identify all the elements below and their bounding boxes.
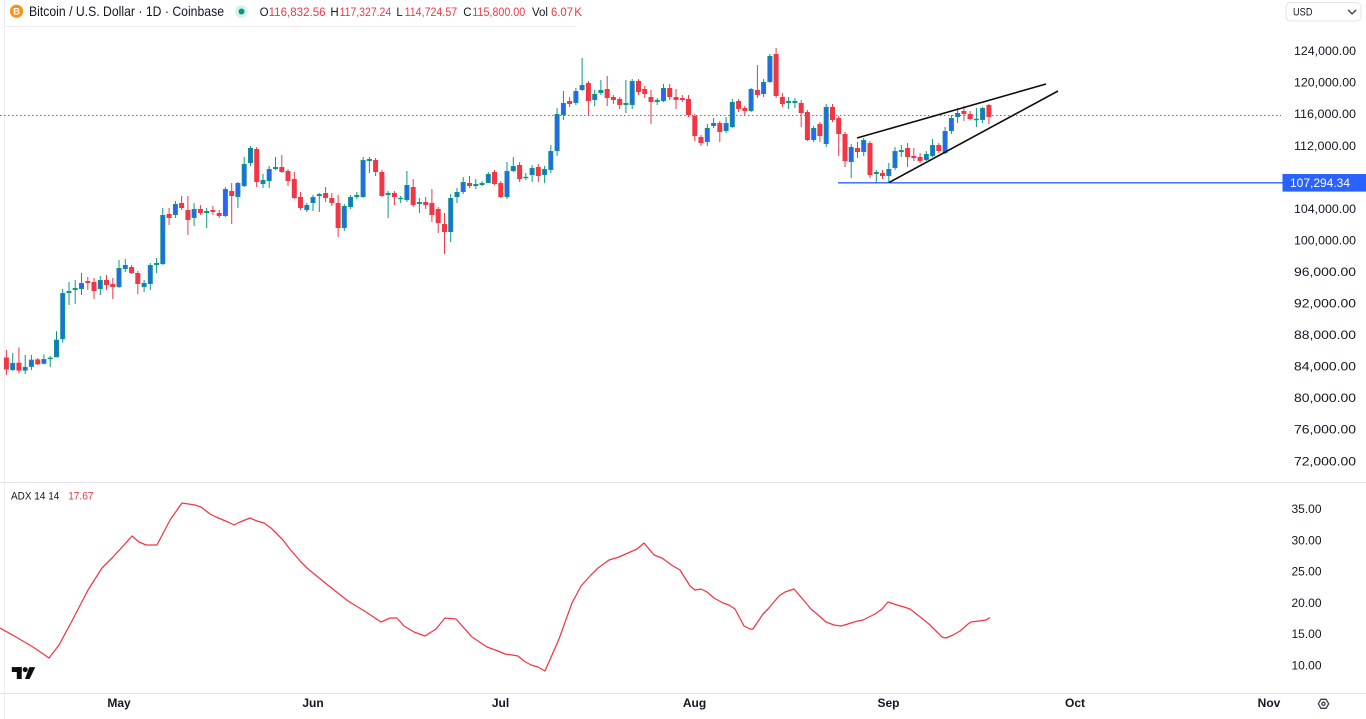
svg-text:112,000.00: 112,000.00 <box>1294 139 1356 153</box>
svg-text:117,327.24: 117,327.24 <box>340 7 392 19</box>
svg-text:107,294.34: 107,294.34 <box>1290 176 1350 190</box>
svg-text:124,000.00: 124,000.00 <box>1294 44 1356 58</box>
svg-text:114,724.57: 114,724.57 <box>405 7 458 19</box>
svg-text:20.00: 20.00 <box>1292 596 1322 610</box>
svg-text:104,000.00: 104,000.00 <box>1294 202 1356 216</box>
svg-text:B: B <box>13 6 20 17</box>
svg-text:May: May <box>107 696 131 710</box>
svg-text:6.07: 6.07 <box>551 7 573 19</box>
svg-text:116,832.56: 116,832.56 <box>269 7 326 19</box>
svg-text:O: O <box>260 7 269 19</box>
svg-text:Vol: Vol <box>532 7 548 19</box>
svg-text:Nov: Nov <box>1258 696 1281 710</box>
svg-text:Bitcoin / U.S. Dollar · 1D · C: Bitcoin / U.S. Dollar · 1D · Coinbase <box>29 3 224 19</box>
svg-text:Sep: Sep <box>877 696 899 710</box>
svg-text:35.00: 35.00 <box>1292 502 1322 516</box>
svg-text:ADX 14 14: ADX 14 14 <box>11 491 59 503</box>
svg-text:K: K <box>574 7 582 19</box>
svg-text:88,000.00: 88,000.00 <box>1294 328 1356 342</box>
svg-text:L: L <box>396 7 403 19</box>
svg-text:76,000.00: 76,000.00 <box>1294 423 1356 437</box>
svg-text:100,000.00: 100,000.00 <box>1294 233 1356 247</box>
svg-text:115,800.00: 115,800.00 <box>472 7 525 19</box>
svg-text:10.00: 10.00 <box>1292 658 1322 672</box>
svg-text:Oct: Oct <box>1065 696 1085 710</box>
svg-text:84,000.00: 84,000.00 <box>1294 360 1356 374</box>
svg-text:H: H <box>330 7 338 19</box>
svg-text:92,000.00: 92,000.00 <box>1294 297 1356 311</box>
svg-text:C: C <box>463 7 471 19</box>
svg-text:96,000.00: 96,000.00 <box>1294 265 1356 279</box>
svg-text:USD: USD <box>1293 7 1313 19</box>
svg-text:120,000.00: 120,000.00 <box>1294 76 1356 90</box>
svg-text:116,000.00: 116,000.00 <box>1294 107 1356 121</box>
svg-text:Aug: Aug <box>683 696 706 710</box>
svg-text:Jul: Jul <box>492 696 509 710</box>
svg-text:72,000.00: 72,000.00 <box>1294 454 1356 468</box>
svg-text:25.00: 25.00 <box>1292 565 1322 579</box>
svg-text:30.00: 30.00 <box>1292 534 1322 548</box>
svg-text:80,000.00: 80,000.00 <box>1294 391 1356 405</box>
svg-text:17.67: 17.67 <box>68 491 93 503</box>
svg-text:15.00: 15.00 <box>1292 627 1322 641</box>
svg-text:Jun: Jun <box>302 696 323 710</box>
